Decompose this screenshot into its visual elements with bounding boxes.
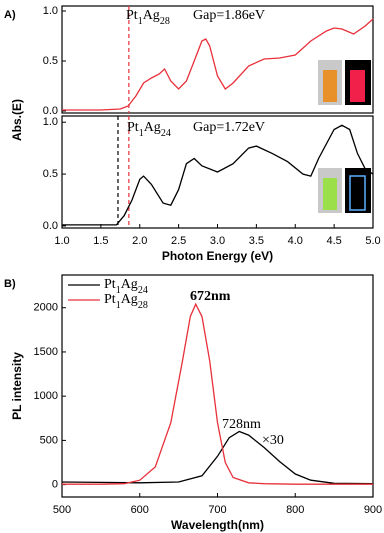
x-tick-label: 500 [53, 504, 71, 516]
plot-frame [61, 274, 374, 498]
y-tick-label: 2000 [34, 302, 58, 314]
x-tick-label: 800 [286, 504, 304, 516]
x-tick-label: 1.5 [93, 235, 108, 247]
plot-frame [61, 5, 374, 114]
y-tick-label: 0.0 [43, 220, 58, 232]
x-axis-label: Wavelength(nm) [171, 518, 264, 532]
panel-label: A) [4, 9, 16, 21]
x-tick-label: 700 [208, 504, 226, 516]
annotation: ×30 [262, 433, 284, 448]
data-line [61, 430, 374, 485]
legend-label: Pt1Ag28 [104, 292, 148, 311]
series-label: Pt1Ag24 [127, 120, 171, 139]
y-tick-label: 1.0 [43, 5, 58, 17]
x-tick-label: 3.5 [249, 235, 264, 247]
x-tick-label: 4.5 [326, 235, 341, 247]
data-line [62, 124, 374, 226]
annotation: 672nm [190, 289, 231, 304]
y-tick-label: 500 [40, 434, 58, 446]
x-tick-label: 900 [364, 504, 382, 516]
x-axis-label: Photon Energy (eV) [162, 249, 273, 263]
annotation: Gap=1.86eV [193, 8, 265, 23]
y-tick-label: 0.5 [43, 168, 58, 180]
y-tick-label: 0 [52, 479, 58, 491]
x-tick-label: 2.0 [132, 235, 147, 247]
y-axis-label: PL intensity [10, 352, 24, 420]
vial-photos [318, 60, 371, 213]
y-tick-label: 1000 [34, 390, 58, 402]
y-tick-label: 0.5 [43, 55, 58, 67]
annotation: 728nm [222, 417, 261, 432]
panel-label: B) [4, 278, 16, 290]
y-tick-label: 1500 [34, 346, 58, 358]
x-tick-label: 600 [131, 504, 149, 516]
legend-label: Pt1Ag24 [104, 277, 148, 296]
data-line [62, 18, 374, 111]
y-tick-label: 0.0 [43, 105, 58, 117]
series-label: Pt1Ag28 [126, 8, 170, 27]
x-tick-label: 2.5 [171, 235, 186, 247]
x-tick-label: 5.0 [365, 235, 380, 247]
x-tick-label: 1.0 [54, 235, 69, 247]
annotation: Gap=1.72eV [193, 120, 265, 135]
x-tick-label: 3.0 [210, 235, 225, 247]
x-tick-label: 4.0 [288, 235, 303, 247]
data-line [62, 302, 373, 485]
y-axis-label: Abs.(E) [10, 99, 24, 141]
y-tick-label: 1.0 [43, 116, 58, 128]
